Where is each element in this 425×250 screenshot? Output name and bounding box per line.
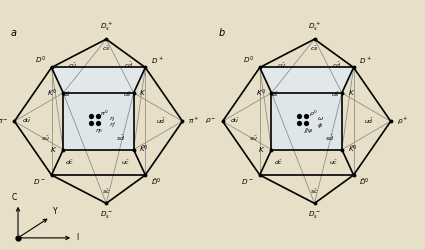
Polygon shape <box>63 93 133 150</box>
Text: $K$: $K$ <box>348 88 355 98</box>
Text: $D_s^-$: $D_s^-$ <box>308 209 321 220</box>
Text: $d\bar{s}$: $d\bar{s}$ <box>62 91 71 99</box>
Text: $D^0$: $D^0$ <box>243 54 254 66</box>
Text: $\rho^0$: $\rho^0$ <box>309 109 317 119</box>
Text: $s\bar{u}$: $s\bar{u}$ <box>41 135 50 143</box>
Text: $s\bar{c}$: $s\bar{c}$ <box>102 188 110 196</box>
Text: $\rho^-$: $\rho^-$ <box>205 116 217 126</box>
Polygon shape <box>260 68 354 93</box>
Text: $\eta_0$: $\eta_0$ <box>94 127 103 135</box>
Polygon shape <box>272 93 342 150</box>
Text: $\pi^+$: $\pi^+$ <box>188 116 200 126</box>
Text: $u\bar{c}$: $u\bar{c}$ <box>121 159 130 167</box>
Text: $s\bar{u}$: $s\bar{u}$ <box>249 135 258 143</box>
Text: $D^-$: $D^-$ <box>241 177 254 186</box>
Text: $K^0$: $K^0$ <box>255 87 266 99</box>
Text: $K$: $K$ <box>139 88 147 98</box>
Text: $D^-$: $D^-$ <box>33 177 45 186</box>
Text: $J/\psi$: $J/\psi$ <box>303 126 314 135</box>
Text: $\eta$: $\eta$ <box>109 115 115 123</box>
Text: $c\bar{s}$: $c\bar{s}$ <box>310 45 319 54</box>
Text: $u\bar{s}$: $u\bar{s}$ <box>123 91 132 99</box>
Text: Y: Y <box>53 207 58 216</box>
Text: a: a <box>11 28 17 38</box>
Text: $D^+$: $D^+$ <box>151 55 164 66</box>
Text: $\pi^0$: $\pi^0$ <box>100 109 109 118</box>
Text: $d\bar{c}$: $d\bar{c}$ <box>274 159 283 167</box>
Text: $c\bar{u}$: $c\bar{u}$ <box>277 62 286 70</box>
Text: b: b <box>219 28 225 38</box>
Text: $d\bar{c}$: $d\bar{c}$ <box>65 159 75 167</box>
Text: $\bar{K}^0$: $\bar{K}^0$ <box>348 144 357 155</box>
Text: $D_s^+$: $D_s^+$ <box>308 21 321 33</box>
Text: $\pi^-$: $\pi^-$ <box>0 117 8 126</box>
Text: $\bar{D}^0$: $\bar{D}^0$ <box>151 177 162 188</box>
Text: $s\bar{d}$: $s\bar{d}$ <box>116 134 125 143</box>
Text: $u\bar{s}$: $u\bar{s}$ <box>332 91 340 99</box>
Text: I: I <box>76 234 78 242</box>
Text: $c\bar{d}$: $c\bar{d}$ <box>332 61 342 70</box>
Text: $\bar{K}^0$: $\bar{K}^0$ <box>139 144 149 155</box>
Text: $u\bar{c}$: $u\bar{c}$ <box>329 159 339 167</box>
Text: $D^+$: $D^+$ <box>360 55 372 66</box>
Text: $K$: $K$ <box>50 145 57 154</box>
Text: $D_s^-$: $D_s^-$ <box>100 209 113 220</box>
Text: $\rho^+$: $\rho^+$ <box>397 116 408 127</box>
Text: $\eta'$: $\eta'$ <box>109 120 116 130</box>
Text: $D_s^+$: $D_s^+$ <box>100 21 113 33</box>
Text: $c\bar{s}$: $c\bar{s}$ <box>102 45 110 54</box>
Text: $\omega$: $\omega$ <box>317 115 324 122</box>
Polygon shape <box>51 68 145 93</box>
Text: $u\bar{d}$: $u\bar{d}$ <box>156 117 166 126</box>
Text: $d\bar{u}$: $d\bar{u}$ <box>22 117 32 125</box>
Text: $u\bar{d}$: $u\bar{d}$ <box>364 117 374 126</box>
Text: $d\bar{s}$: $d\bar{s}$ <box>270 91 279 99</box>
Text: $K$: $K$ <box>258 145 266 154</box>
Text: $c\bar{u}$: $c\bar{u}$ <box>68 62 78 70</box>
Text: $c\bar{d}$: $c\bar{d}$ <box>124 61 133 70</box>
Text: $s\bar{d}$: $s\bar{d}$ <box>325 134 334 143</box>
Text: $d\bar{u}$: $d\bar{u}$ <box>230 117 240 125</box>
Text: $\bar{D}^0$: $\bar{D}^0$ <box>360 177 370 188</box>
Text: $s\bar{c}$: $s\bar{c}$ <box>310 188 319 196</box>
Text: $\phi$: $\phi$ <box>317 121 323 130</box>
Text: $D^0$: $D^0$ <box>35 54 45 66</box>
Text: C: C <box>11 193 17 202</box>
Text: $K^0$: $K^0$ <box>47 87 57 99</box>
